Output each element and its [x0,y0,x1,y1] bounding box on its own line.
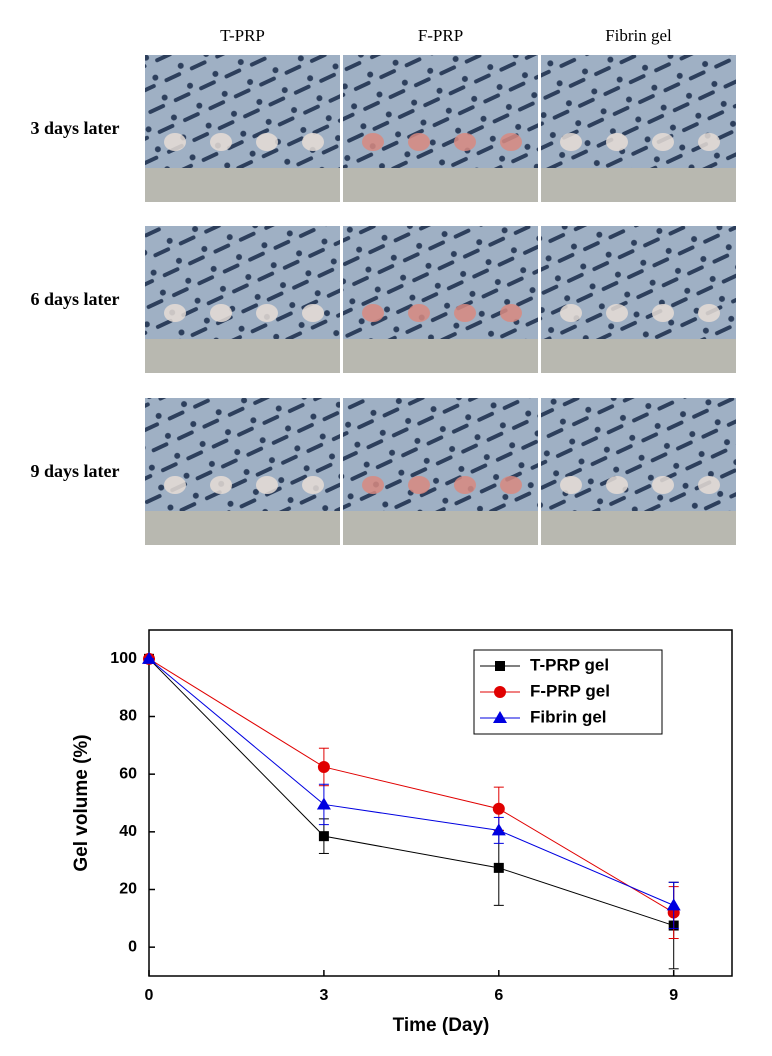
series-line [148,658,674,913]
gel-sample [500,476,522,494]
ruler [541,511,736,545]
gel-sample [652,304,674,322]
x-tick-label: 3 [319,987,328,1004]
gel-sample [454,304,476,322]
y-tick-label: 60 [119,765,137,782]
gel-sample [302,133,324,151]
plot-frame [148,629,733,977]
marker [142,651,156,664]
marker [494,686,506,698]
legend-label: F-PRP gel [530,681,610,700]
photo [541,55,736,202]
row-label: 6 days later [31,289,120,309]
gel-sample [362,476,384,494]
marker [316,797,331,810]
gel-sample [256,304,278,322]
series-line [148,658,674,927]
gel-sample [500,133,522,151]
photo [541,398,736,545]
gel-sample [698,133,720,151]
y-axis-label: Gel volume (%) [71,734,92,871]
photo [541,226,736,373]
ruler [541,168,736,202]
column-header: Fibrin gel [605,26,672,45]
ruler [145,339,340,373]
ruler [343,168,538,202]
marker [491,823,506,836]
photo [145,226,340,373]
row-label: 9 days later [31,461,120,481]
photo [343,226,538,373]
gel-sample [256,133,278,151]
column-header: T-PRP [220,26,265,45]
series-line [148,658,674,906]
legend-entry: T-PRP gel [480,655,609,674]
ruler [145,511,340,545]
gel-sample [560,133,582,151]
gel-sample [256,476,278,494]
gel-sample [606,133,628,151]
gel-sample [164,476,186,494]
row-label: 3 days later [31,118,120,138]
photo [343,398,538,545]
y-tick-label: 40 [119,823,137,840]
gel-sample [210,476,232,494]
legend-entry: F-PRP gel [480,681,610,700]
legend-entry: Fibrin gel [480,707,607,726]
marker [666,898,681,911]
gel-sample [652,133,674,151]
ruler [541,339,736,373]
marker [492,802,505,815]
x-tick-label: 6 [494,987,503,1004]
ruler [145,168,340,202]
x-tick-label: 0 [145,987,154,1004]
gel-sample [302,304,324,322]
marker [493,862,504,873]
gel-sample [698,304,720,322]
marker [318,831,329,842]
gel-sample [560,304,582,322]
gel-sample [454,133,476,151]
y-tick-label: 0 [128,938,137,955]
gel-sample [698,476,720,494]
marker [495,661,505,671]
gel-sample [210,133,232,151]
gel-sample [302,476,324,494]
photo [145,55,340,202]
gel-sample [652,476,674,494]
legend-label: T-PRP gel [530,655,609,674]
gel-sample [606,304,628,322]
photo [145,398,340,545]
gel-sample [408,133,430,151]
gel-sample [606,476,628,494]
x-axis-label: Time (Day) [393,1015,490,1036]
photo [343,55,538,202]
gel-sample [454,476,476,494]
marker [493,711,507,723]
gel-sample [164,133,186,151]
ruler [343,339,538,373]
gel-sample [210,304,232,322]
column-header: F-PRP [418,26,463,45]
legend-label: Fibrin gel [530,707,607,726]
gel-sample [500,304,522,322]
x-tick-label: 9 [669,987,678,1004]
gel-sample [362,133,384,151]
gel-sample [164,304,186,322]
y-tick-label: 80 [119,708,137,725]
gel-sample [408,304,430,322]
gel-sample [408,476,430,494]
gel-sample [560,476,582,494]
ruler [343,511,538,545]
gel-sample [362,304,384,322]
y-tick-label: 100 [110,650,137,667]
y-tick-label: 20 [119,881,137,898]
marker [317,760,330,773]
